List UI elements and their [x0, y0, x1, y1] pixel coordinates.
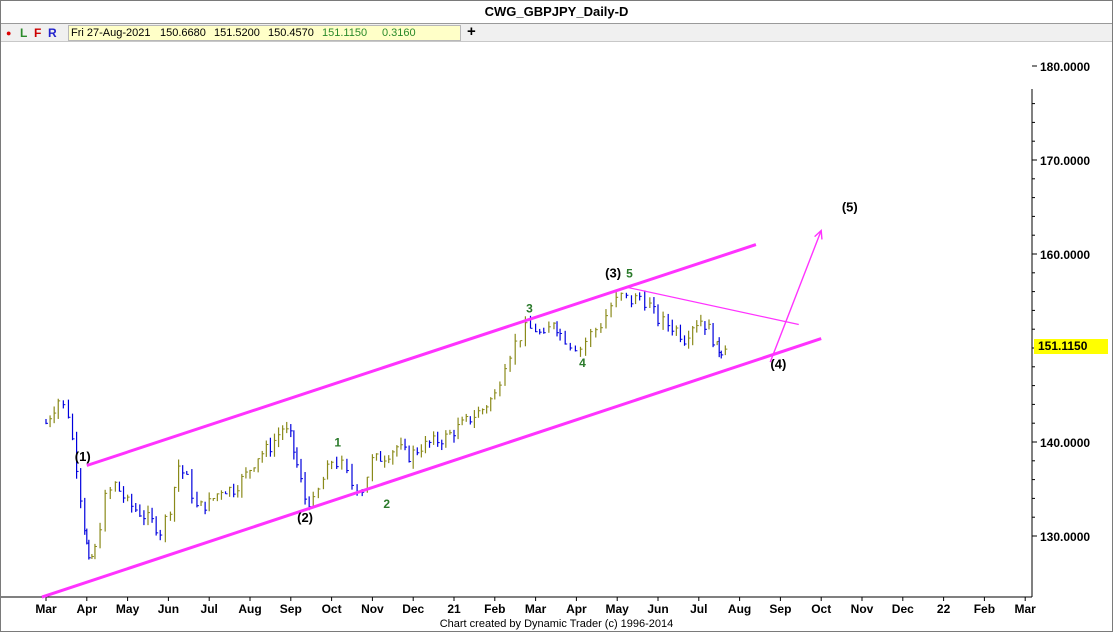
crosshair-icon[interactable]: +: [467, 23, 476, 40]
price-bars: [45, 290, 728, 560]
wave-labels: (1) (2) (3) (4) (5) 1 2 3 4 5: [75, 200, 858, 525]
x-tick-label: Jun: [158, 602, 179, 616]
x-tick-label: May: [116, 602, 140, 616]
x-tick-label: 22: [937, 602, 951, 616]
x-tick-label: Nov: [361, 602, 384, 616]
y-tick-label: 180.0000: [1040, 60, 1090, 74]
x-tick-label: Mar: [35, 602, 57, 616]
ohlc-low: 150.4570: [268, 27, 314, 39]
x-tick-label: 21: [447, 602, 461, 616]
x-tick-label: Nov: [851, 602, 874, 616]
x-tick-label: Oct: [811, 602, 831, 616]
projection-line: [769, 230, 822, 363]
y-tick-label: 170.0000: [1040, 154, 1090, 168]
wave-label: 3: [526, 301, 533, 315]
ohlc-close: 151.1150: [322, 27, 368, 39]
x-tick-label: Feb: [484, 602, 505, 616]
ohlc-date: Fri 27-Aug-2021: [71, 27, 151, 39]
l-toggle-button[interactable]: L: [20, 26, 28, 40]
ohlc-readout: Fri 27-Aug-2021 150.6680 151.5200 150.45…: [68, 25, 461, 41]
chart-title: CWG_GBPJPY_Daily-D: [484, 4, 629, 19]
price-chart[interactable]: 130.0000140.0000150.0000160.0000170.0000…: [1, 42, 1112, 618]
x-tick-label: Jul: [201, 602, 218, 616]
x-tick-label: Dec: [892, 602, 914, 616]
info-bar: ● L F R Fri 27-Aug-2021 150.6680 151.520…: [1, 24, 1112, 42]
x-tick-label: Apr: [76, 602, 97, 616]
x-tick-label: Sep: [769, 602, 791, 616]
x-tick-label: Aug: [728, 602, 751, 616]
f-toggle-button[interactable]: F: [34, 26, 42, 40]
channel-line-lower: [41, 337, 822, 599]
status-dot-icon[interactable]: ●: [6, 28, 12, 38]
projection-arrowhead: [814, 228, 823, 240]
ohlc-open: 150.6680: [160, 27, 206, 39]
wave-label: (2): [297, 510, 313, 525]
r-toggle-button[interactable]: R: [48, 26, 57, 40]
title-bar: CWG_GBPJPY_Daily-D: [1, 1, 1112, 24]
y-tick-label: 130.0000: [1040, 530, 1090, 544]
wave-label: (4): [770, 357, 786, 372]
x-tick-label: May: [606, 602, 630, 616]
wave-label: (5): [842, 200, 858, 215]
ohlc-change: 0.3160: [382, 27, 416, 39]
x-tick-label: Apr: [566, 602, 587, 616]
y-tick-label: 140.0000: [1040, 436, 1090, 450]
x-tick-label: Jul: [690, 602, 707, 616]
channel-lines: [41, 228, 823, 599]
wave-label: 2: [383, 497, 390, 511]
x-tick-label: Sep: [280, 602, 302, 616]
x-tick-label: Jun: [647, 602, 668, 616]
channel-line-triangle-top: [625, 286, 799, 326]
y-tick-label: 160.0000: [1040, 248, 1090, 262]
last-price-marker: 151.1150: [1034, 339, 1108, 354]
x-tick-label: Oct: [322, 602, 342, 616]
wave-label: (1): [75, 449, 91, 464]
footer-credit: Chart created by Dynamic Trader (c) 1996…: [439, 618, 674, 630]
ohlc-high: 151.5200: [214, 27, 260, 39]
wave-label: (3): [605, 266, 621, 281]
channel-line-upper: [86, 243, 757, 467]
wave-label: 4: [579, 356, 586, 370]
wave-label: 1: [334, 436, 341, 450]
x-tick-label: Aug: [238, 602, 261, 616]
x-tick-label: Mar: [525, 602, 547, 616]
x-tick-label: Feb: [974, 602, 995, 616]
x-tick-label: Mar: [1015, 602, 1037, 616]
x-tick-label: Dec: [402, 602, 424, 616]
wave-label: 5: [626, 267, 633, 281]
axes-layer: 130.0000140.0000150.0000160.0000170.0000…: [1, 60, 1090, 616]
